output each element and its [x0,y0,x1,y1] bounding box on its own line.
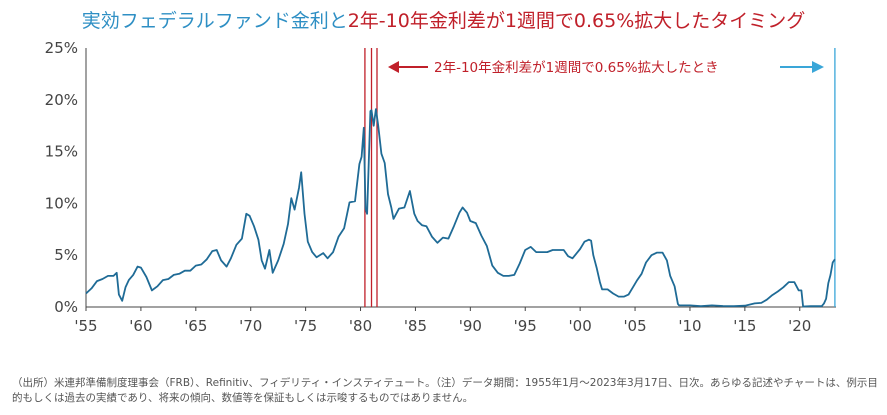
annotation-text: 2年-10年金利差が1週間で0.65%拡大したとき [434,60,719,76]
x-tick-label: '65 [184,317,207,335]
x-tick-label: '05 [623,317,646,335]
annotation-group: 2年-10年金利差が1週間で0.65%拡大したとき [388,60,824,76]
chart-title-part2: 2年-10年金利差が1週間で0.65%拡大したタイミング [347,10,806,32]
x-tick-label: '10 [678,317,701,335]
x-tick-label: '20 [788,317,811,335]
series-layer [85,108,836,308]
y-tick-label: 0% [54,298,78,316]
chart-axes: 0% 5% 10% 15% 20% 25% '55 '60 '65 '70 '75 '80 '85 '90… [45,39,836,335]
left-arrow-icon [388,61,399,73]
chart-plot: 0% 5% 10% 15% 20% 25% '55 '60 '65 '70 '75 '80 '85 '90… [45,39,836,335]
x-tick-label: '00 [569,317,592,335]
y-tick-label: 20% [45,91,78,109]
x-tick-label: '90 [459,317,482,335]
x-tick-label: '70 [239,317,262,335]
chart-title-part1: 実効フェデラルファンド金利と [81,10,348,32]
x-tick-label: '85 [404,317,427,335]
x-tick-label: '60 [129,317,152,335]
series-line-effr [85,108,836,308]
x-tick-label: '80 [349,317,372,335]
y-tick-label: 25% [45,39,78,57]
event-lines [364,48,836,307]
x-tick-label: '75 [294,317,317,335]
x-tick-label: '95 [514,317,537,335]
x-tick-label: '55 [74,317,97,335]
y-tick-label: 5% [54,246,78,264]
x-tick-label: '15 [733,317,756,335]
right-arrow-icon [812,61,824,73]
source-note: （出所）米連邦準備制度理事会（FRB）、Refinitiv、フィデリティ・インス… [12,377,878,404]
y-tick-label: 15% [45,143,78,161]
y-tick-label: 10% [45,194,78,212]
chart-title: 実効フェデラルファンド金利と2年-10年金利差が1週間で0.65%拡大したタイミ… [0,6,887,33]
